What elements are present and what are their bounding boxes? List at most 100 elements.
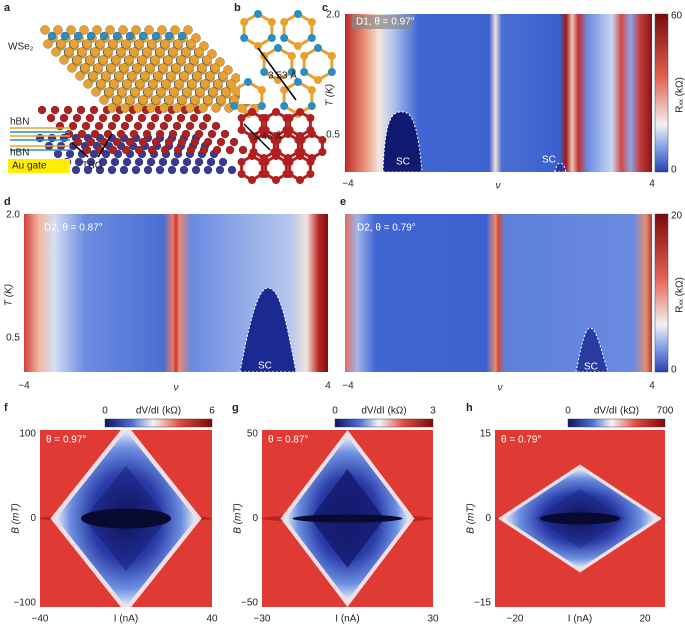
atom: [127, 71, 137, 81]
colorbar: [567, 418, 666, 428]
atom: [109, 79, 119, 89]
atom: [67, 63, 77, 73]
colorbar: [334, 418, 434, 428]
atom: [190, 95, 200, 105]
atom: [280, 18, 289, 26]
atom: [140, 71, 150, 81]
atom: [64, 47, 74, 57]
atom: [230, 102, 239, 110]
atom: [159, 103, 169, 113]
atom: [287, 68, 296, 76]
atom: [163, 55, 173, 65]
x-tick-label: 4: [649, 381, 655, 392]
atom: [65, 149, 75, 159]
atom: [163, 113, 173, 123]
colorbar: [654, 213, 669, 373]
atom: [169, 87, 179, 97]
annotation: D2, θ = 0.87°: [44, 223, 103, 234]
atom: [110, 157, 120, 167]
atom: [307, 102, 316, 110]
atom: [294, 42, 302, 50]
atom: [206, 157, 216, 167]
atom: [142, 47, 152, 57]
atom: [223, 65, 233, 75]
atom: [225, 145, 235, 155]
atom: [177, 137, 187, 147]
y-tick-label: 50: [247, 429, 259, 440]
atom: [211, 103, 221, 113]
atom: [272, 176, 280, 184]
atom: [85, 55, 95, 65]
atom: [101, 71, 111, 81]
atom: [238, 145, 248, 155]
atom: [88, 71, 98, 81]
atom: [260, 68, 269, 76]
atom: [122, 79, 132, 89]
atom: [237, 126, 246, 134]
atom: [254, 10, 262, 18]
atom: [157, 25, 167, 35]
atom: [125, 137, 135, 147]
atom: [208, 87, 218, 97]
atom: [129, 129, 139, 139]
atom: [143, 165, 153, 175]
atom: [166, 71, 176, 81]
atom: [98, 113, 108, 123]
atom: [138, 31, 148, 41]
atom: [134, 145, 144, 155]
atom: [189, 55, 199, 65]
atom: [95, 39, 105, 49]
atom: [300, 68, 309, 76]
atom: [314, 44, 322, 52]
atom: [72, 113, 82, 123]
atom: [107, 121, 117, 131]
colorbar-label: dV/dI (kΩ): [594, 406, 639, 417]
atom: [93, 63, 103, 73]
colorbar-tick: 700: [657, 406, 674, 417]
illustration: [10, 10, 336, 184]
atom: [146, 121, 156, 131]
atom: [43, 39, 53, 49]
panel-label: d: [4, 196, 11, 208]
atom: [284, 130, 292, 138]
sc-dome: [382, 111, 423, 173]
atom: [197, 63, 207, 73]
atom: [296, 152, 304, 160]
atom: [146, 103, 156, 113]
atom: [155, 47, 165, 57]
bottom-panels: f θ = 0.97° 0 6 dV/dI (kΩ) 100 0 −100 B (mT) −40 I…: [4, 402, 674, 624]
annotation-box: [352, 15, 412, 29]
annotation: θ = 0.79°: [501, 435, 541, 446]
atom: [107, 165, 117, 175]
layer-label: WSe₂: [8, 42, 34, 53]
atom: [145, 63, 155, 73]
atom: [257, 102, 266, 110]
atom: [194, 47, 204, 57]
atom: [122, 157, 132, 167]
x-tick-label: 40: [206, 614, 218, 624]
y-axis-label: T (K): [325, 84, 336, 106]
atom: [53, 149, 63, 159]
atom: [131, 25, 141, 35]
core: [292, 514, 403, 523]
atom: [237, 114, 246, 122]
atom: [119, 165, 129, 175]
atom: [125, 95, 135, 105]
arrow: [71, 142, 89, 158]
x-axis-label: I (nA): [568, 614, 592, 624]
atom: [306, 158, 315, 166]
atom: [130, 87, 140, 97]
x-axis-label: I (nA): [114, 614, 138, 624]
atom: [59, 55, 69, 65]
atom: [164, 137, 174, 147]
x-tick-label: −40: [32, 614, 49, 624]
y-axis-label: B (mT): [11, 503, 22, 534]
atom: [74, 157, 84, 167]
atom: [294, 78, 302, 86]
atom: [135, 79, 145, 89]
atom: [203, 95, 213, 105]
x-tick-label: −20: [507, 614, 524, 624]
x-tick-label: −4: [18, 381, 30, 392]
atom: [168, 129, 178, 139]
colorbar-tick: 60: [671, 11, 683, 22]
